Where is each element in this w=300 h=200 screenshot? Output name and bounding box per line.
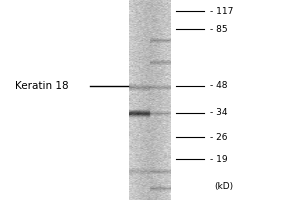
Text: - 85: - 85 [210,24,228,33]
Text: - 117: - 117 [210,6,233,16]
Text: - 48: - 48 [210,81,227,90]
Text: - 26: - 26 [210,133,227,142]
Text: Keratin 18: Keratin 18 [15,81,69,91]
Text: (kD): (kD) [214,182,234,190]
Text: - 19: - 19 [210,154,228,164]
Text: - 34: - 34 [210,108,227,117]
